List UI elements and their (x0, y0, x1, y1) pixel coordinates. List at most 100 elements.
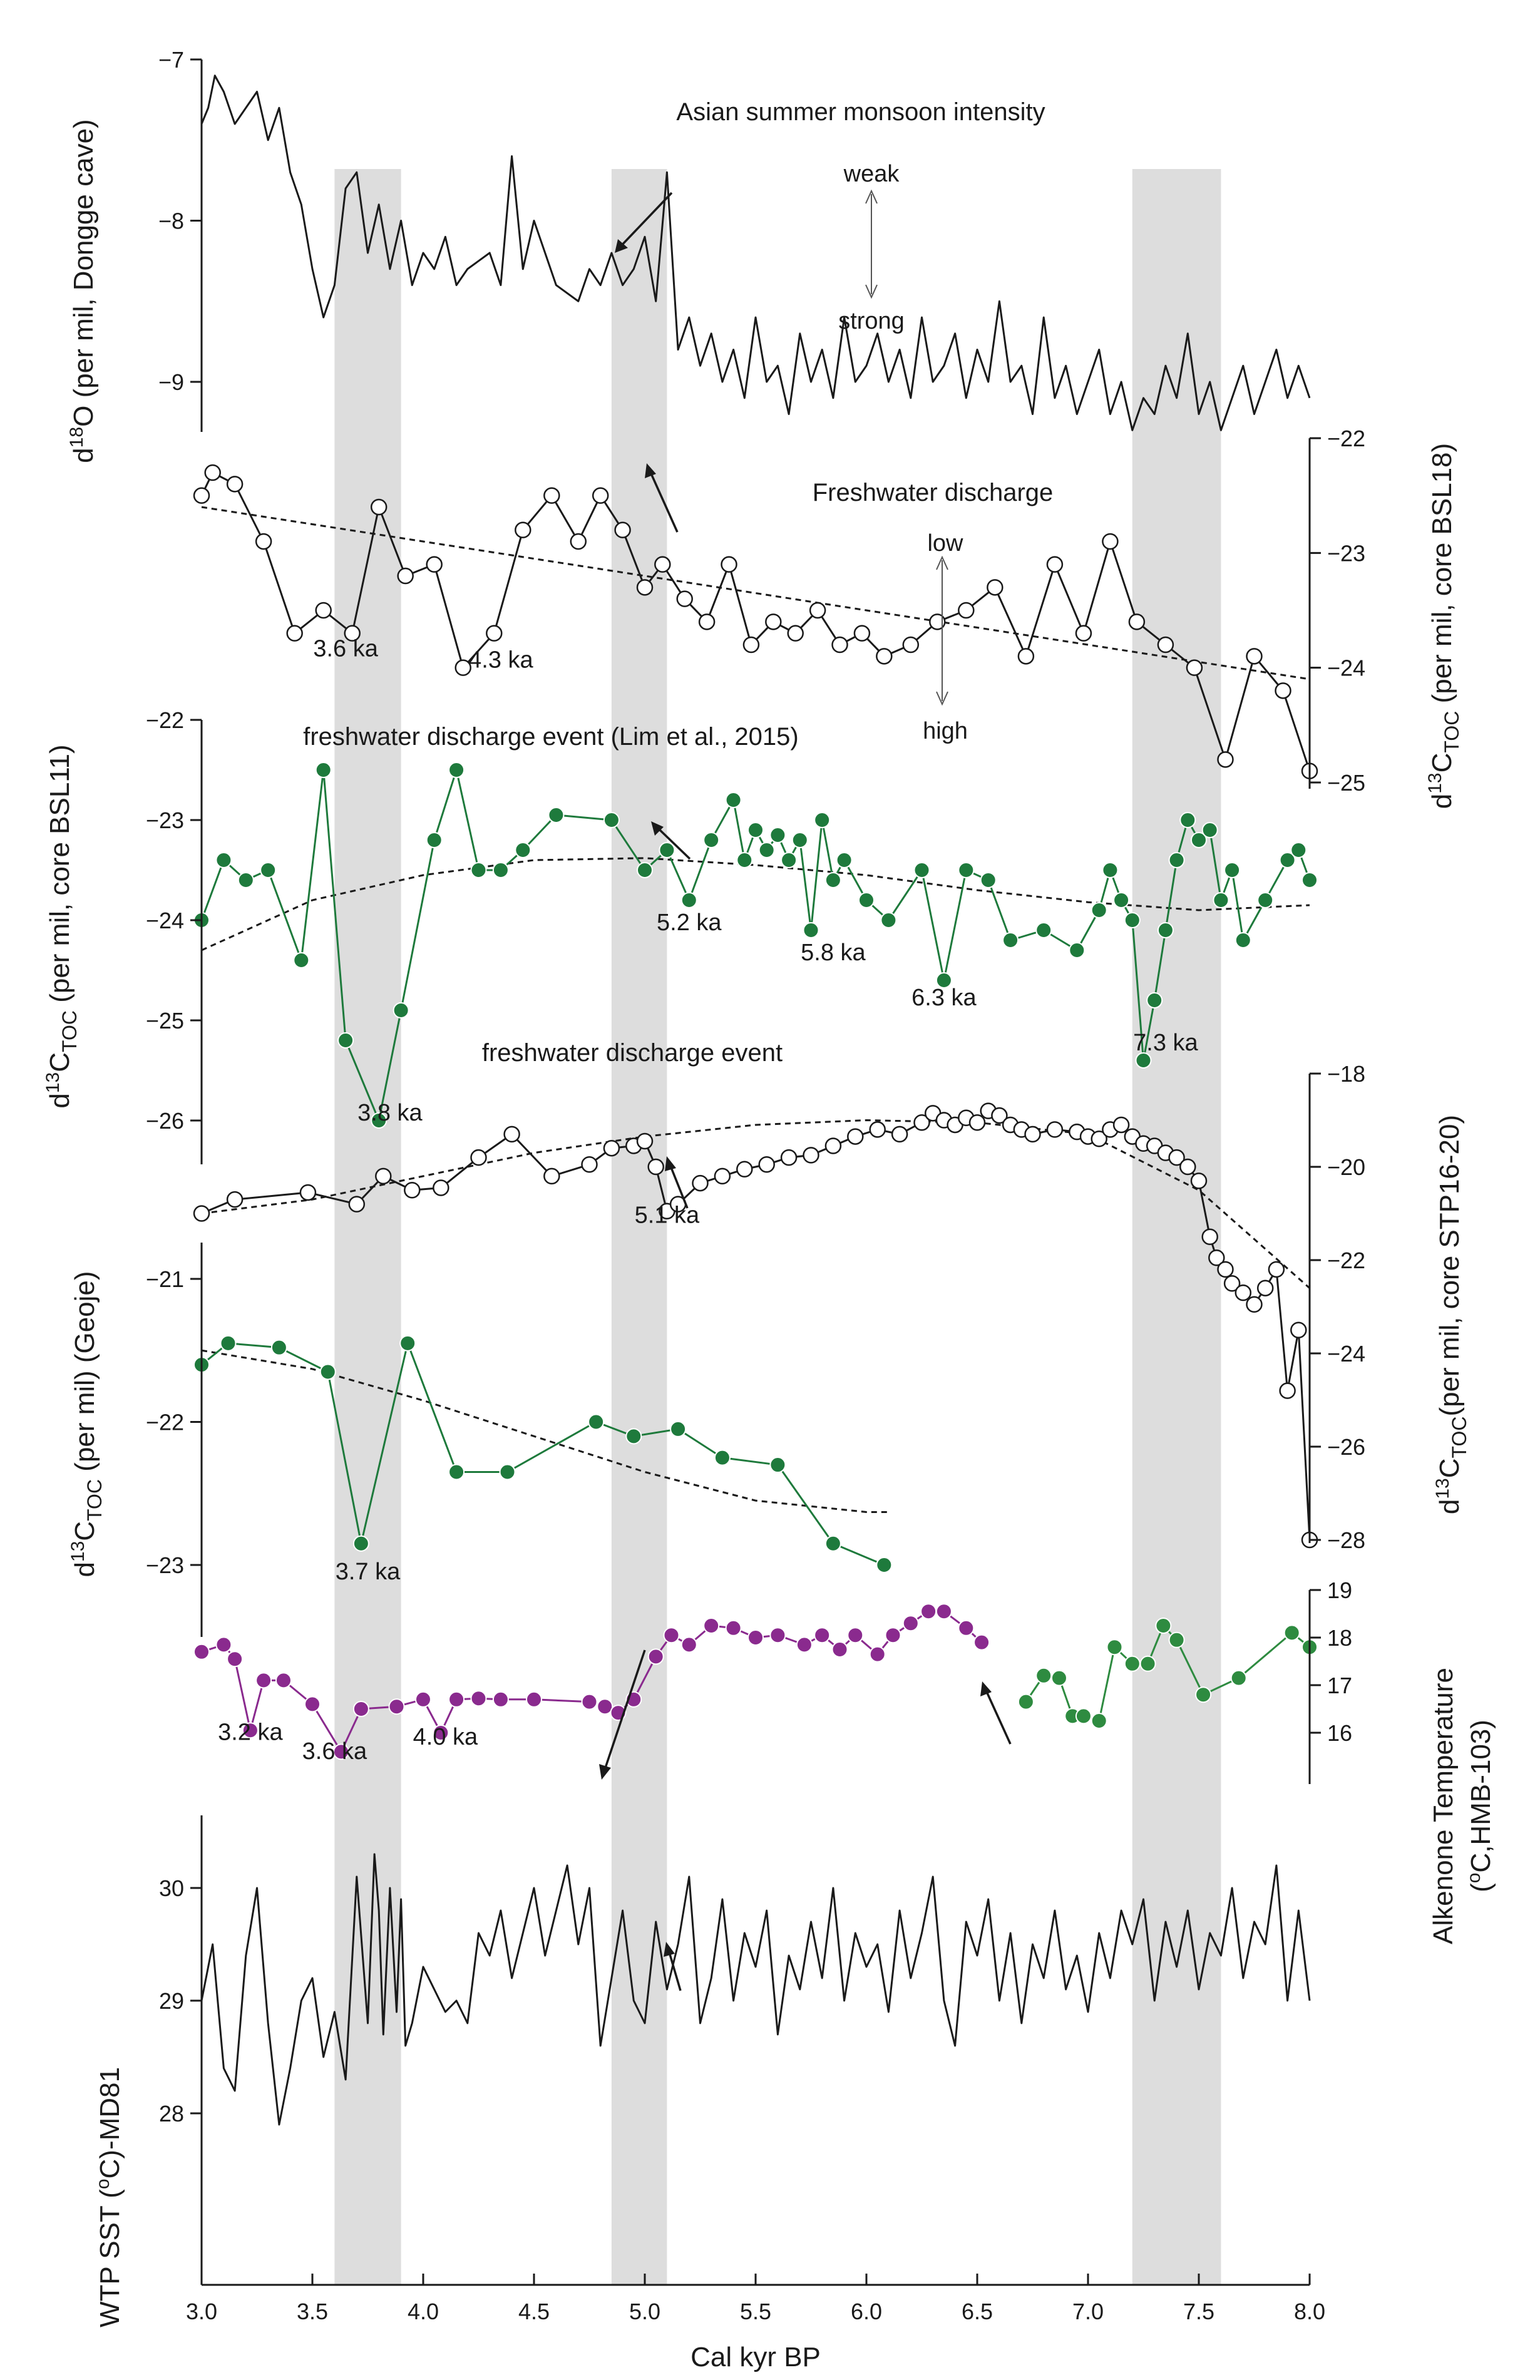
stp16-series-point (299, 1184, 317, 1201)
bsl11-series-point (880, 912, 897, 928)
alkenone-series-0-point (902, 1615, 919, 1632)
bsl18-y-tick-label: −23 (1327, 540, 1365, 566)
bsl11-series-point (803, 922, 819, 938)
bsl18-series-point (1217, 751, 1234, 768)
bsl11-series-point (448, 762, 465, 778)
dongge-series-line (200, 74, 1311, 431)
shaded-intervals (334, 169, 1221, 2285)
stp16-series-point (803, 1147, 819, 1164)
stp16-series-point (869, 1121, 886, 1138)
bsl18-series-point (929, 613, 946, 630)
alkenone-series-0-point (725, 1619, 742, 1636)
geoje-series-point (220, 1335, 237, 1352)
geoje-y-tick-label: −23 (146, 1552, 184, 1578)
bsl11-series-point (637, 862, 653, 878)
arrow-wtp (664, 1942, 682, 1991)
stp16-series-point (433, 1179, 449, 1196)
bsl18-series-line (200, 471, 1311, 772)
bsl11-series-point (1002, 932, 1019, 948)
stp16-series-point (1168, 1149, 1185, 1166)
alkenone-series-1-point (1168, 1631, 1185, 1648)
geoje-series-line (201, 1342, 885, 1566)
alkenone-y-label-line2: (oC,HMB-103) (1464, 1720, 1496, 1892)
bsl11-series-point (1168, 852, 1185, 868)
alkenone-event-label: 3.2 ka (218, 1719, 283, 1745)
geoje-y-tick-label: −22 (146, 1410, 184, 1435)
wtp-y-tick-label: 29 (159, 1988, 184, 2014)
bsl18-event-label: 4.3 ka (468, 647, 533, 674)
alkenone-series-0-point (869, 1646, 886, 1663)
bsl11-series-point (1179, 812, 1196, 828)
alkenone-series-0 (193, 1603, 990, 1760)
arrow-bsl18 (645, 463, 679, 533)
bsl18-series-point (397, 567, 414, 585)
wtp-y-tick-label: 30 (159, 1875, 184, 1901)
alkenone-series-0-point (958, 1619, 975, 1636)
geoje-series-point (714, 1449, 731, 1466)
geoje-series-point (625, 1428, 642, 1445)
bsl11-y-axis: −22 −23 −24 −25 −26 (146, 707, 203, 1164)
stp16-series-point (991, 1107, 1008, 1124)
bsl11-series (193, 762, 1318, 1129)
alkenone-series-0-point (415, 1691, 431, 1708)
stp16-y-tick-label: −26 (1327, 1434, 1365, 1460)
bsl18-series-point (1017, 648, 1035, 665)
stp16-y-label: d13CTOC(per mil, core STP16-20) (1432, 1115, 1471, 1514)
bsl18-series-point (787, 625, 804, 642)
bsl18-series-point (1275, 682, 1291, 699)
stp16-series-point (1268, 1261, 1285, 1278)
bsl11-series-point (1290, 842, 1307, 858)
bsl11-series-point (781, 852, 798, 868)
bsl11-series-point (1257, 892, 1274, 908)
bsl18-series-point (958, 602, 975, 619)
bsl11-series-point (824, 872, 841, 888)
alkenone-series-0-point (242, 1722, 259, 1739)
bsl18-series-point (1102, 533, 1119, 550)
arrow-alkenone-right (980, 1681, 1012, 1745)
stp16-series-point (1208, 1249, 1225, 1266)
x-tick-label: 7.0 (1072, 2299, 1104, 2324)
alkenone-series-0-point (885, 1627, 901, 1644)
alkenone-series-1-point (1050, 1670, 1067, 1686)
bsl18-label-low: low (927, 530, 963, 557)
bsl11-panel-title: freshwater discharge event (Lim et al., … (303, 723, 799, 751)
bsl11-series-point (237, 872, 254, 888)
bsl11-series-point (935, 972, 952, 988)
stp16-y-tick-label: −18 (1327, 1061, 1365, 1087)
stp16-series-point (736, 1161, 753, 1177)
alkenone-series-0-point (831, 1641, 848, 1658)
bsl11-y-label: d13CTOC (per mil, core BSL11) (43, 744, 81, 1108)
x-tick-label: 3.5 (297, 2299, 328, 2324)
alkenone-series-1-point (1155, 1618, 1172, 1634)
alkenone-series-0-point (647, 1648, 664, 1665)
bsl18-series-point (255, 533, 272, 550)
alkenone-series-0-point (581, 1693, 598, 1710)
stp16-panel-title: freshwater discharge event (482, 1039, 783, 1067)
alkenone-series-0-point (935, 1603, 952, 1620)
alkenone-series-0-point (448, 1691, 465, 1708)
alkenone-series-1-point (1017, 1693, 1034, 1710)
dongge-label-strong: strong (838, 308, 905, 334)
stp16-series-point (1246, 1296, 1263, 1313)
stp16-series-point (543, 1167, 560, 1185)
bsl18-series-point (1075, 625, 1092, 642)
stp16-series-point (1256, 1280, 1274, 1296)
bsl18-series-point (543, 487, 560, 504)
geoje-series-point (824, 1535, 841, 1552)
stp16-series-point (1091, 1131, 1107, 1147)
stp16-series-point (375, 1167, 392, 1185)
geoje-series-point (876, 1557, 893, 1573)
alkenone-y-label-line1: Alkenone Temperature (1428, 1668, 1459, 1944)
wtp-series (200, 1853, 1311, 2126)
bsl18-series-point (286, 625, 303, 642)
bsl18-series-point (765, 613, 782, 630)
alkenone-series-0-point (814, 1627, 831, 1644)
stp16-series-point (758, 1156, 775, 1173)
alkenone-series-0-point (255, 1672, 272, 1689)
alkenone-series-1-point (1283, 1624, 1300, 1641)
dongge-y-tick-label: −9 (158, 369, 184, 395)
alkenone-series-0-point (680, 1636, 697, 1653)
geoje-series-point (270, 1339, 287, 1356)
bsl11-series-point (1035, 922, 1052, 938)
alkenone-series-0-point (333, 1743, 350, 1760)
